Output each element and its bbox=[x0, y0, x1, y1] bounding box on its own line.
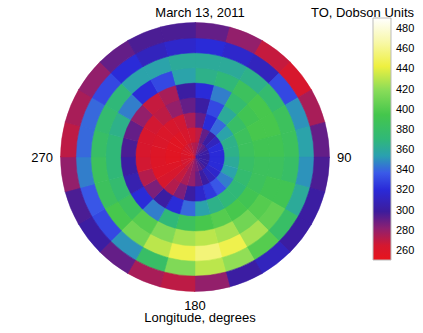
svg-text:380: 380 bbox=[396, 123, 414, 135]
svg-text:260: 260 bbox=[396, 244, 414, 256]
svg-text:180: 180 bbox=[184, 298, 206, 313]
svg-text:360: 360 bbox=[396, 143, 414, 155]
svg-text:320: 320 bbox=[396, 183, 414, 195]
svg-text:90: 90 bbox=[337, 150, 351, 165]
svg-text:March 13, 2011: March 13, 2011 bbox=[155, 5, 244, 20]
svg-text:440: 440 bbox=[396, 62, 414, 74]
svg-text:460: 460 bbox=[396, 42, 414, 54]
svg-text:300: 300 bbox=[396, 204, 414, 216]
svg-text:280: 280 bbox=[396, 224, 414, 236]
svg-text:270: 270 bbox=[31, 150, 53, 165]
svg-text:340: 340 bbox=[396, 163, 414, 175]
svg-text:420: 420 bbox=[396, 83, 414, 95]
svg-text:400: 400 bbox=[396, 103, 414, 115]
svg-text:Longitude, degrees: Longitude, degrees bbox=[144, 310, 256, 325]
svg-text:480: 480 bbox=[396, 22, 414, 34]
svg-text:TO, Dobson Units: TO, Dobson Units bbox=[311, 5, 415, 20]
